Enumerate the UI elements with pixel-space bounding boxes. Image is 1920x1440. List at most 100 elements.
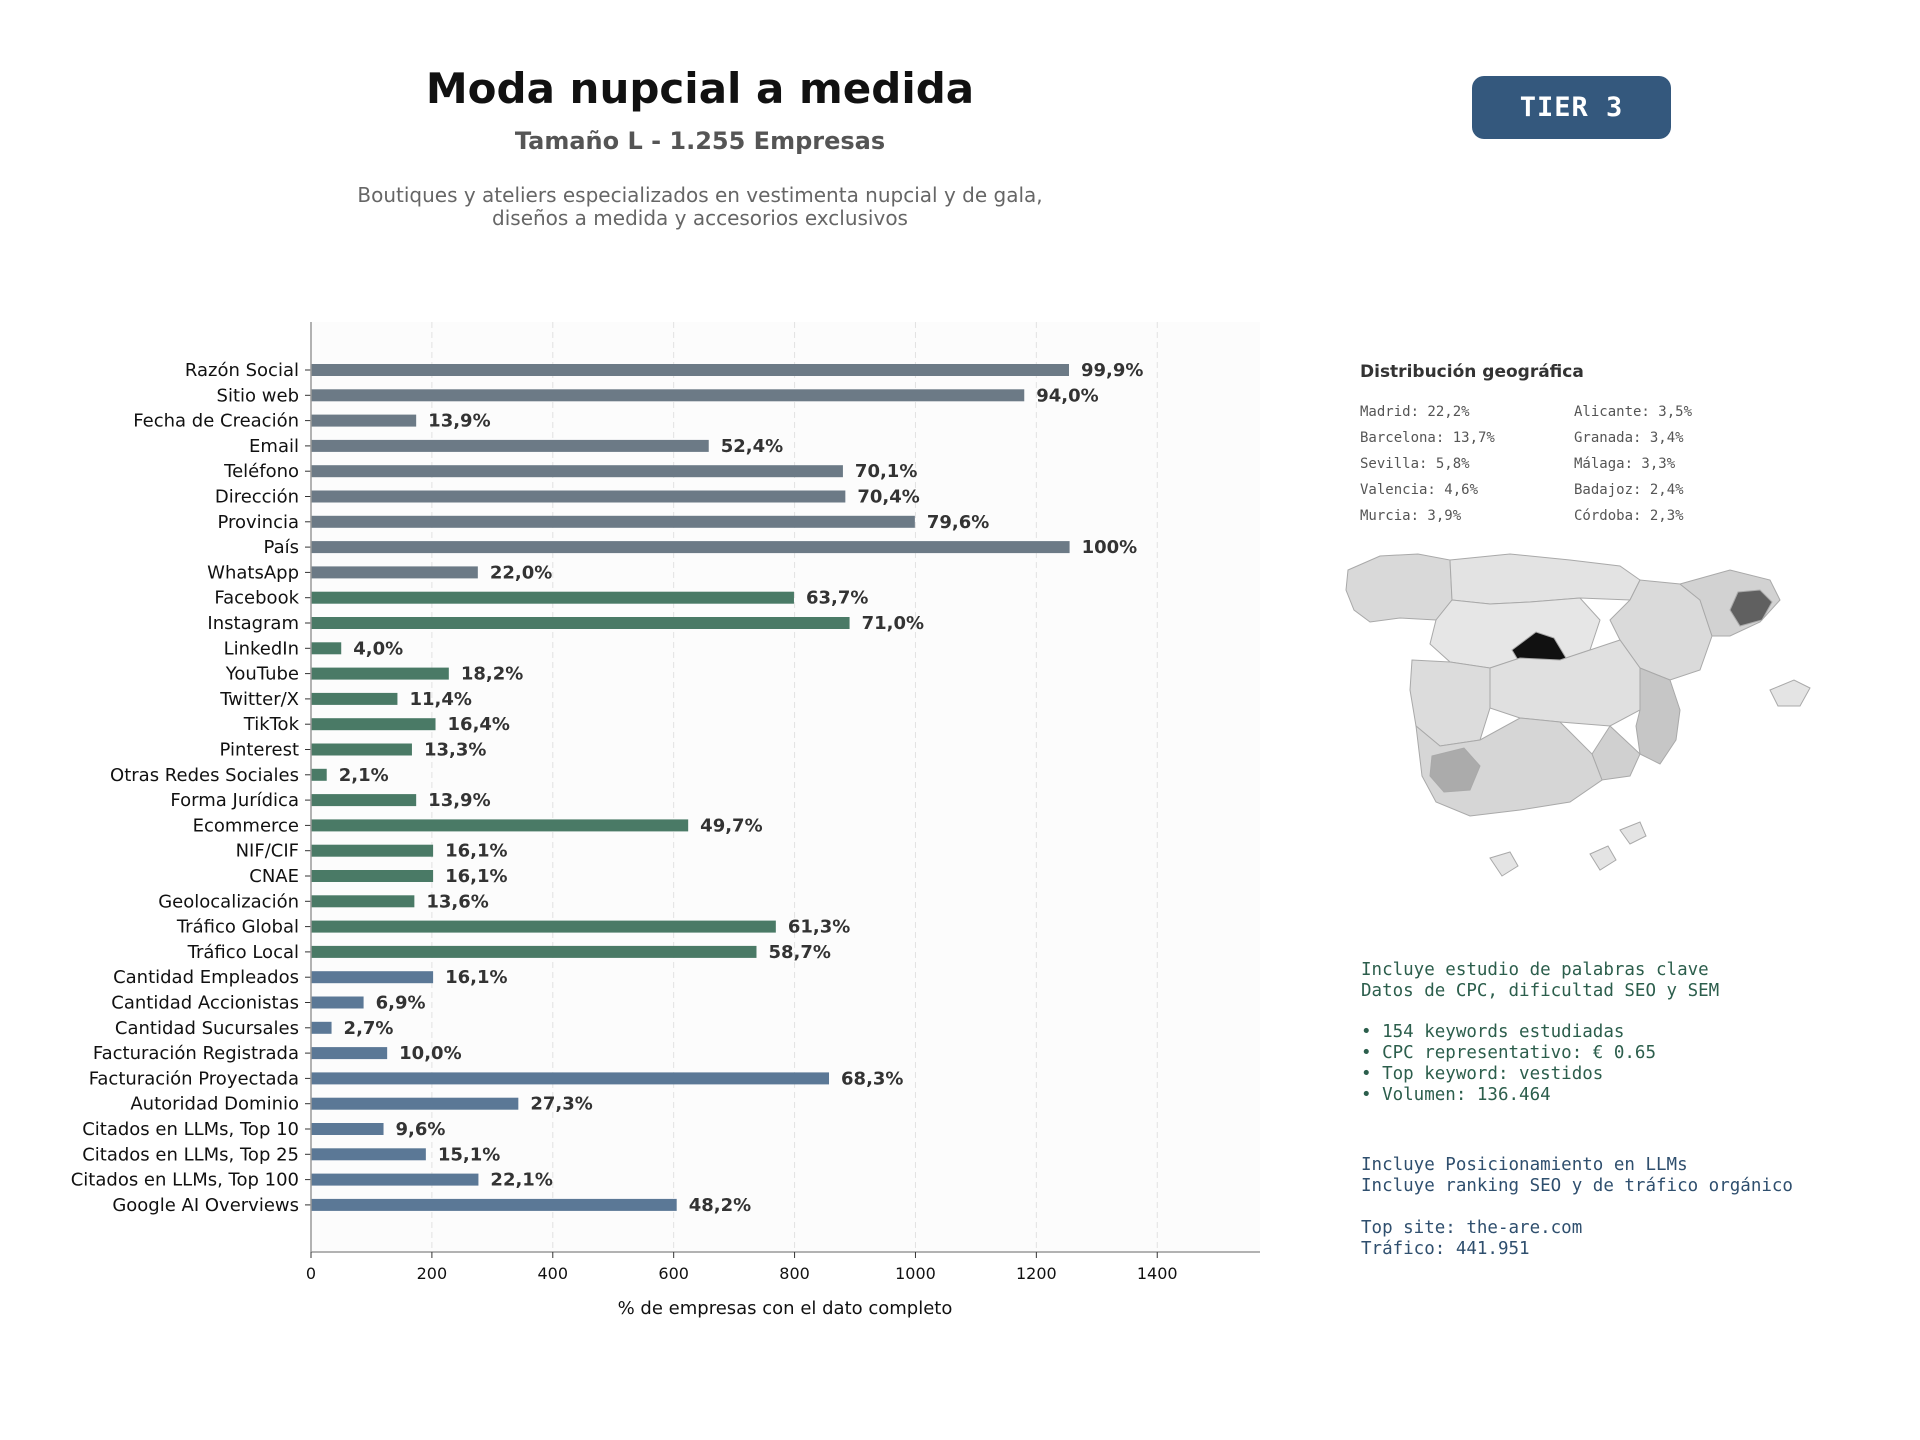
value-label: 22,1%	[490, 1170, 552, 1191]
value-label: 63,7%	[806, 588, 868, 609]
geo-list-left: Madrid: 22,2% Barcelona: 13,7% Sevilla: …	[1360, 399, 1495, 529]
map-region-canary-3	[1619, 821, 1647, 845]
geo-item: Murcia: 3,9%	[1360, 508, 1462, 524]
category-label: Provincia	[217, 512, 299, 533]
x-tick-label: 0	[306, 1264, 316, 1283]
category-label: Citados en LLMs, Top 25	[82, 1144, 299, 1165]
category-label: Citados en LLMs, Top 100	[71, 1170, 299, 1191]
geo-item: Córdoba: 2,3%	[1574, 508, 1684, 524]
value-label: 13,3%	[424, 740, 486, 761]
bar	[311, 541, 1070, 554]
bar	[311, 743, 412, 756]
value-label: 16,1%	[445, 841, 507, 862]
bar	[311, 1047, 388, 1060]
category-label: Ecommerce	[193, 815, 299, 836]
geo-item: Valencia: 4,6%	[1360, 482, 1479, 498]
bar	[311, 1072, 830, 1085]
keywords-bullet: • 154 keywords estudiadas	[1361, 1022, 1625, 1042]
x-tick-label: 200	[417, 1264, 448, 1283]
category-label: Tráfico Local	[187, 942, 299, 963]
category-label: Cantidad Sucursales	[115, 1018, 299, 1039]
bar	[311, 794, 417, 807]
map-region-balearic	[1769, 679, 1811, 707]
x-tick-label: 400	[538, 1264, 569, 1283]
description-line-2: diseños a medida y accesorios exclusivos	[492, 206, 908, 230]
value-label: 48,2%	[689, 1195, 751, 1216]
value-label: 13,6%	[426, 891, 488, 912]
llm-block: Incluye Posicionamiento en LLMs Incluye …	[1361, 1155, 1793, 1197]
x-tick-label: 1000	[895, 1264, 936, 1283]
map-region-galicia	[1345, 553, 1453, 623]
map-region-valencia	[1635, 667, 1681, 765]
bar	[311, 414, 417, 427]
bar	[311, 566, 478, 579]
category-label: Cantidad Accionistas	[111, 993, 299, 1014]
map-region-sevilla	[1429, 747, 1481, 793]
category-label: Dirección	[215, 487, 299, 508]
value-label: 13,9%	[428, 411, 490, 432]
keywords-line-2: Datos de CPC, dificultad SEO y SEM	[1361, 981, 1720, 1001]
keywords-intro: Incluye estudio de palabras clave Datos …	[1361, 960, 1719, 1002]
value-label: 58,7%	[768, 942, 830, 963]
bar	[311, 465, 843, 478]
value-label: 9,6%	[396, 1119, 446, 1140]
category-label: Fecha de Creación	[133, 411, 299, 432]
category-label: Google AI Overviews	[112, 1195, 299, 1216]
page-subtitle: Tamaño L - 1.255 Empresas	[514, 127, 886, 155]
value-label: 2,1%	[339, 765, 389, 786]
category-label: LinkedIn	[224, 638, 299, 659]
x-axis-label: % de empresas con el dato completo	[618, 1298, 953, 1319]
category-label: NIF/CIF	[236, 841, 299, 862]
value-label: 16,1%	[445, 866, 507, 887]
map-region-aragon	[1609, 579, 1713, 681]
value-label: 22,0%	[490, 562, 552, 583]
bar-chart: Razón Social 99,9% Sitio web 94,0% Fecha de …	[71, 322, 1260, 1319]
geo-item: Badajoz: 2,4%	[1574, 482, 1684, 498]
category-label: Razón Social	[185, 360, 299, 381]
bar	[311, 768, 327, 781]
bars: Razón Social 99,9% Sitio web 94,0% Fecha de …	[71, 360, 1144, 1216]
value-label: 6,9%	[376, 993, 426, 1014]
value-label: 2,7%	[344, 1018, 394, 1039]
llm-line-2: Incluye ranking SEO y de tráfico orgánic…	[1361, 1176, 1793, 1196]
x-tick-label: 1400	[1137, 1264, 1178, 1283]
bar	[311, 364, 1069, 376]
bar	[311, 920, 776, 933]
bar	[311, 1198, 677, 1211]
category-label: Teléfono	[223, 461, 299, 482]
geo-item: Barcelona: 13,7%	[1360, 430, 1495, 446]
tier-badge: TIER 3	[1472, 76, 1671, 139]
bar	[311, 617, 850, 629]
category-label: Geolocalización	[158, 891, 299, 912]
value-label: 94,0%	[1036, 385, 1098, 406]
value-label: 4,0%	[353, 638, 403, 659]
keywords-list: • 154 keywords estudiadas • CPC represen…	[1361, 1022, 1656, 1106]
bar	[311, 1123, 384, 1135]
category-label: TikTok	[243, 714, 300, 735]
bar	[311, 844, 434, 857]
plot-background	[311, 322, 1260, 1252]
geo-title: Distribución geográfica	[1360, 362, 1584, 382]
keywords-bullet: • CPC representativo: € 0.65	[1361, 1043, 1657, 1063]
x-tick-label: 800	[779, 1264, 810, 1283]
bar	[311, 819, 689, 832]
category-label: Autoridad Dominio	[130, 1094, 299, 1115]
value-label: 100%	[1082, 537, 1138, 558]
map-region-north	[1449, 553, 1641, 605]
keywords-line-1: Incluye estudio de palabras clave	[1361, 960, 1709, 980]
bar	[311, 389, 1025, 402]
category-label: Instagram	[207, 613, 299, 634]
page-title: Moda nupcial a medida	[425, 64, 975, 113]
category-label: WhatsApp	[207, 562, 299, 583]
llm-line-1: Incluye Posicionamiento en LLMs	[1361, 1155, 1688, 1175]
geo-item: Granada: 3,4%	[1574, 430, 1684, 446]
value-label: 11,4%	[409, 689, 471, 710]
value-label: 27,3%	[530, 1094, 592, 1115]
geo-item: Málaga: 3,3%	[1574, 456, 1676, 472]
x-ticks: 0 200 400 600 800 1000 1200 1400	[306, 1252, 1178, 1283]
category-label: Cantidad Empleados	[113, 967, 299, 988]
bar	[311, 692, 398, 705]
map-region-canary-1	[1489, 851, 1519, 877]
value-label: 16,1%	[445, 967, 507, 988]
value-label: 70,1%	[855, 461, 917, 482]
